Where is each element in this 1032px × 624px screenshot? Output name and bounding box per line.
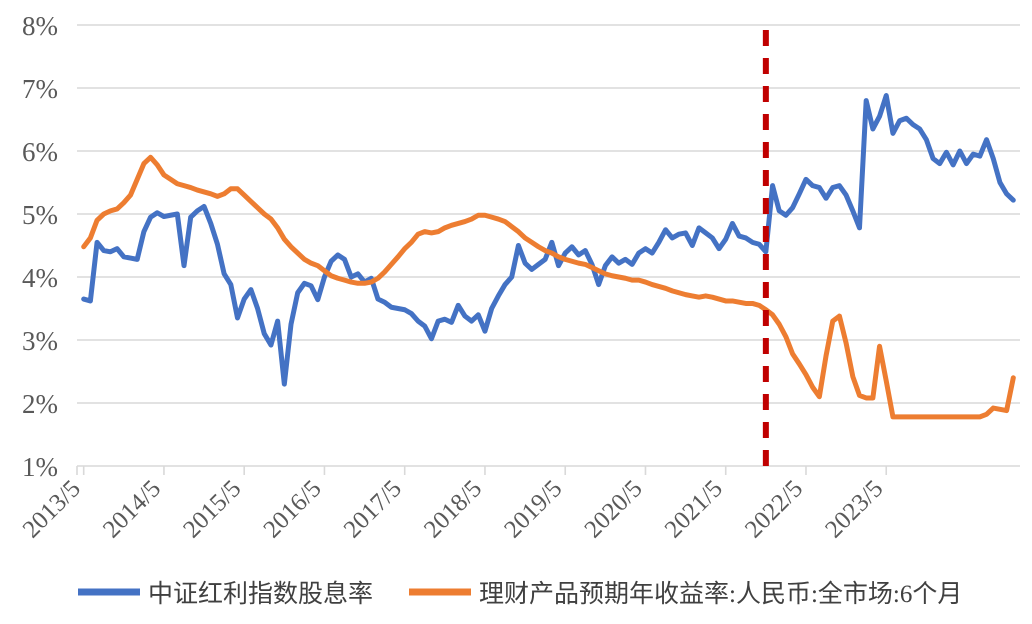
y-axis-tick-label: 3% (22, 326, 58, 356)
x-axis-tick-label: 2018/5 (419, 475, 487, 543)
chart-legend: 中证红利指数股息率 理财产品预期年收益率:人民币:全市场:6个月 (78, 580, 962, 608)
series-line-1 (81, 93, 1016, 387)
x-axis-tick-label: 2020/5 (580, 475, 648, 543)
data-series-group (81, 93, 1016, 420)
y-axis-tick-label: 6% (22, 137, 58, 167)
x-axis-tick-label: 2017/5 (339, 475, 407, 543)
x-axis-tick-label: 2021/5 (660, 475, 728, 543)
x-axis-tick-label: 2015/5 (178, 475, 246, 543)
x-tickmarks-group (76, 466, 888, 475)
y-axis-labels-group: 1% 2% 3% 4% 5% 6% 7% 8% (22, 11, 58, 482)
y-axis-tick-label: 7% (22, 74, 58, 104)
legend-label-1: 中证红利指数股息率 (148, 580, 373, 608)
y-axis-tick-label: 2% (22, 389, 58, 419)
x-axis-tick-label: 2019/5 (499, 475, 567, 543)
series-line-2 (81, 154, 1016, 420)
gridlines-group (77, 24, 1020, 467)
y-axis-tick-label: 5% (22, 200, 58, 230)
x-axis-tick-label: 2014/5 (98, 475, 166, 543)
y-axis-tick-label: 8% (22, 11, 58, 41)
y-axis-tick-label: 1% (22, 452, 58, 482)
x-axis-tick-label: 2013/5 (18, 475, 86, 543)
x-axis-tick-label: 2016/5 (258, 475, 326, 543)
x-axis-tick-label: 2022/5 (740, 475, 808, 543)
y-axis-tick-label: 4% (22, 263, 58, 293)
x-axis-labels-group: 2013/5 2014/5 2015/5 2016/5 2017/5 2018/5 2019… (18, 475, 889, 543)
legend-label-2: 理财产品预期年收益率:人民币:全市场:6个月 (479, 580, 962, 608)
x-axis-tick-label: 2023/5 (820, 475, 888, 543)
